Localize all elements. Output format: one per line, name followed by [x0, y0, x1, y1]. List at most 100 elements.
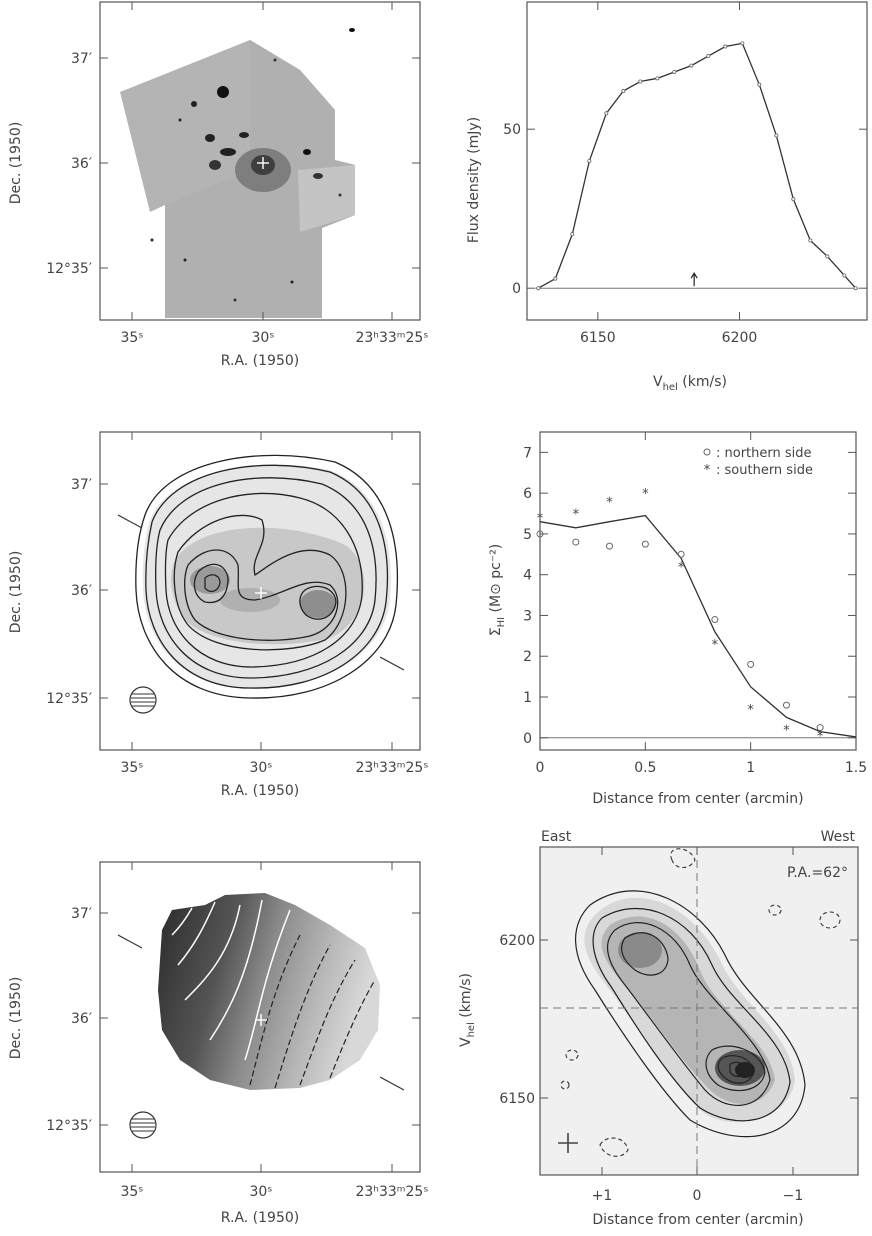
moment0-xtick-3: 23ʰ33ᵐ25ˢ — [355, 760, 428, 776]
spectrum-systemic-arrowhead — [690, 272, 698, 279]
spectrum-point — [604, 111, 609, 116]
spectrum-point — [808, 238, 813, 243]
surface-density-ylabel: ΣHI (M⊙ pc⁻²) — [488, 544, 507, 637]
moment0-ytick-2: 36′ — [71, 583, 92, 599]
pv-east-label: East — [541, 829, 572, 845]
spectrum-ytick-label: 50 — [503, 122, 521, 138]
moment0-greyscale — [142, 464, 391, 689]
moment0-ytick-3: 12°35′ — [46, 691, 92, 707]
velfield-major-axis-marker-sw — [379, 1076, 405, 1091]
surface-density-legend: : northern side * : southern side — [703, 446, 813, 478]
velfield-xlabel: R.A. (1950) — [221, 1210, 299, 1226]
optical-xlabel: R.A. (1950) — [221, 353, 299, 369]
pv-position-angle: P.A.=62° — [787, 865, 848, 881]
spectrum-point — [757, 82, 762, 87]
pv-ytick-6150: 6150 — [499, 1091, 535, 1107]
velfield-major-axis-marker-ne — [117, 934, 143, 949]
legend-label-southern: : southern side — [716, 463, 813, 478]
velfield-ytick-3: 12°35′ — [46, 1118, 92, 1134]
optical-xtick-2: 30ˢ — [251, 330, 274, 346]
northern-side-point — [606, 542, 614, 550]
velfield-xtick-3: 23ʰ33ᵐ25ˢ — [355, 1184, 428, 1200]
legend-marker-southern: * — [704, 463, 711, 478]
spectrum-xtick-label: 6150 — [580, 330, 616, 346]
legend-label-northern: : northern side — [716, 446, 812, 461]
velfield-image — [158, 893, 380, 1090]
pv-xtick-plus1: +1 — [592, 1188, 613, 1204]
spectrum-point — [774, 133, 779, 138]
southern-side-point: * — [573, 508, 580, 523]
optical-ytick-3: 12°35′ — [46, 261, 92, 277]
pv-ticks — [540, 847, 858, 1175]
pv-xtick-0: 0 — [693, 1188, 702, 1204]
moment0-beam-ellipse — [129, 686, 157, 714]
northern-side-point — [782, 701, 790, 709]
pv-xlabel: Distance from center (arcmin) — [592, 1212, 803, 1228]
spectrum-point — [655, 76, 660, 81]
spectrum-point — [842, 273, 847, 278]
northern-side-point — [677, 550, 685, 558]
spectrum-ylabel: Flux density (mJy) — [466, 117, 482, 243]
pv-noise-contours — [560, 848, 841, 1157]
optical-ytick-1: 37′ — [71, 51, 92, 67]
northern-side-point — [641, 540, 649, 548]
pv-west-label: West — [821, 829, 856, 845]
southern-side-point: * — [712, 638, 719, 653]
spectrum-point — [740, 41, 745, 46]
surface-density-ytick-label: 5 — [523, 527, 532, 543]
spectrum-ytick-label: 0 — [512, 281, 521, 297]
surface-density-xtick-label: 1.5 — [845, 760, 867, 776]
spectrum-point — [621, 89, 626, 94]
pv-resolution-cross — [558, 1133, 578, 1153]
southern-side-point: * — [783, 724, 790, 739]
surface-density-ytick-label: 2 — [523, 649, 532, 665]
surface-density-ytick-label: 3 — [523, 608, 532, 624]
surface-density-frame — [539, 431, 857, 751]
moment0-ylabel: Dec. (1950) — [8, 551, 24, 634]
spectrum-point — [672, 69, 677, 74]
spectrum-point — [638, 79, 643, 84]
spectrum-point — [791, 197, 796, 202]
velfield-contours-white — [171, 899, 291, 1061]
pv-greyscale — [584, 897, 795, 1123]
northern-side-point — [711, 616, 719, 624]
pv-xtick-minus1: −1 — [783, 1188, 804, 1204]
spectrum-point — [853, 286, 858, 291]
surface-density-ytick-label: 6 — [523, 486, 532, 502]
velfield-ticks — [100, 862, 420, 1172]
spectrum-point — [706, 54, 711, 59]
spectrum-line — [538, 42, 857, 289]
pv-ylabel: Vhel (km/s) — [458, 973, 477, 1047]
moment0-ytick-1: 37′ — [71, 477, 92, 493]
velfield-ytick-1: 37′ — [71, 906, 92, 922]
moment0-major-axis-marker-sw — [379, 656, 405, 671]
surface-density-xtick-label: 1 — [746, 760, 755, 776]
moment0-center-cross — [255, 587, 267, 599]
surface-density-xtick-label: 0.5 — [634, 760, 656, 776]
optical-ylabel: Dec. (1950) — [8, 122, 24, 205]
surface-density-ytick-label: 4 — [523, 568, 532, 584]
moment0-frame — [99, 431, 421, 751]
velfield-ylabel: Dec. (1950) — [8, 977, 24, 1060]
northern-side-point — [747, 660, 755, 668]
velfield-frame — [99, 861, 421, 1173]
spectrum-xlabel: Vhel (km/s) — [653, 374, 727, 393]
moment0-ticks — [100, 432, 420, 750]
surface-density-ytick-label: 1 — [523, 690, 532, 706]
spectrum-point — [825, 254, 830, 259]
spectrum-point — [553, 276, 558, 281]
spectrum-point — [587, 158, 592, 163]
surface-density-xlabel: Distance from center (arcmin) — [592, 791, 803, 807]
spectrum-point — [689, 63, 694, 68]
velfield-xtick-2: 30ˢ — [249, 1184, 272, 1200]
optical-xtick-1: 35ˢ — [120, 330, 143, 346]
velfield-beam-ellipse — [129, 1111, 157, 1139]
southern-side-point: * — [747, 703, 754, 718]
moment0-xtick-2: 30ˢ — [249, 760, 272, 776]
northern-side-point — [572, 538, 580, 546]
